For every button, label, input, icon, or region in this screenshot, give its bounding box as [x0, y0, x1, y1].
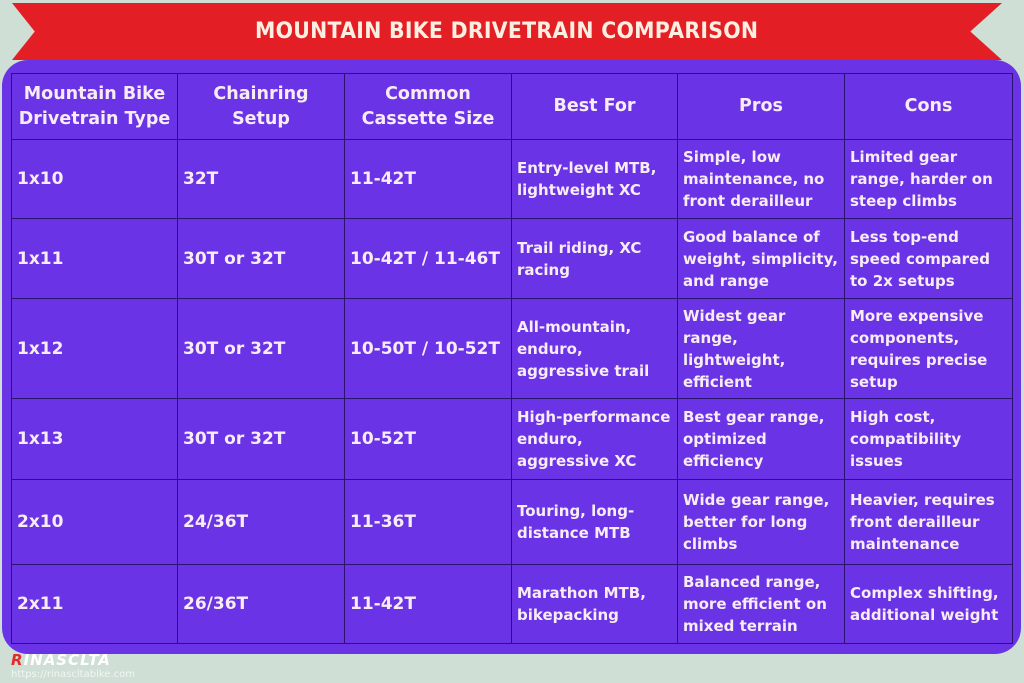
cell-cons: Complex shifting, additional weight: [844, 564, 1013, 644]
cell-cons: More expensive components, requires prec…: [844, 298, 1013, 399]
comparison-table: Mountain Bike Drivetrain Type Chainring …: [11, 73, 1013, 644]
cell-pros: Simple, low maintenance, no front derail…: [677, 139, 845, 219]
cell-pros: Wide gear range, better for long climbs: [677, 479, 845, 565]
cell-type: 1x13: [11, 398, 178, 480]
column-header-best-for: Best For: [511, 73, 678, 140]
table-row: 1x11 30T or 32T 10-42T / 11-46T Trail ri…: [11, 218, 1013, 299]
cell-cassette: 10-50T / 10-52T: [344, 298, 512, 399]
table-row: 1x12 30T or 32T 10-50T / 10-52T All-moun…: [11, 298, 1013, 399]
cell-best-for: Touring, long-distance MTB: [511, 479, 678, 565]
cell-cons: Heavier, requires front derailleur maint…: [844, 479, 1013, 565]
cell-pros: Balanced range, more efficient on mixed …: [677, 564, 845, 644]
column-header-cassette: Common Cassette Size: [344, 73, 512, 140]
cell-cassette: 11-42T: [344, 139, 512, 219]
column-header-cons: Cons: [844, 73, 1013, 140]
cell-chainring: 30T or 32T: [177, 298, 345, 399]
brand-logo: RINASCLTA: [11, 652, 135, 668]
cell-best-for: Entry-level MTB, lightweight XC: [511, 139, 678, 219]
page-title: MOUNTAIN BIKE DRIVETRAIN COMPARISON: [255, 19, 759, 44]
cell-pros: Widest gear range, lightweight, efficien…: [677, 298, 845, 399]
table-row: 1x13 30T or 32T 10-52T High-performance …: [11, 398, 1013, 480]
logo-initial: R: [11, 651, 24, 669]
column-header-type: Mountain Bike Drivetrain Type: [11, 73, 178, 140]
cell-cons: Limited gear range, harder on steep clim…: [844, 139, 1013, 219]
cell-pros: Good balance of weight, simplicity, and …: [677, 218, 845, 299]
cell-chainring: 30T or 32T: [177, 218, 345, 299]
cell-chainring: 32T: [177, 139, 345, 219]
cell-chainring: 30T or 32T: [177, 398, 345, 480]
cell-type: 2x10: [11, 479, 178, 565]
column-header-chainring: Chainring Setup: [177, 73, 345, 140]
cell-best-for: Marathon MTB, bikepacking: [511, 564, 678, 644]
logo-rest: INASCLTA: [23, 651, 111, 669]
cell-type: 1x10: [11, 139, 178, 219]
header-row: Mountain Bike Drivetrain Type Chainring …: [11, 73, 1013, 140]
cell-cassette: 10-42T / 11-46T: [344, 218, 512, 299]
cell-cassette: 11-42T: [344, 564, 512, 644]
cell-cons: Less top-end speed compared to 2x setups: [844, 218, 1013, 299]
cell-type: 1x11: [11, 218, 178, 299]
cell-chainring: 24/36T: [177, 479, 345, 565]
cell-type: 2x11: [11, 564, 178, 644]
cell-best-for: Trail riding, XC racing: [511, 218, 678, 299]
table-row: 1x10 32T 11-42T Entry-level MTB, lightwe…: [11, 139, 1013, 219]
cell-type: 1x12: [11, 298, 178, 399]
table-row: 2x10 24/36T 11-36T Touring, long-distanc…: [11, 479, 1013, 565]
cell-best-for: All-mountain, enduro, aggressive trail: [511, 298, 678, 399]
table-row: 2x11 26/36T 11-42T Marathon MTB, bikepac…: [11, 564, 1013, 644]
cell-best-for: High-performance enduro, aggressive XC: [511, 398, 678, 480]
column-header-pros: Pros: [677, 73, 845, 140]
cell-chainring: 26/36T: [177, 564, 345, 644]
watermark: RINASCLTA https://rinascltabike.com: [11, 652, 135, 681]
cell-cassette: 11-36T: [344, 479, 512, 565]
cell-cassette: 10-52T: [344, 398, 512, 480]
brand-url: https://rinascltabike.com: [11, 669, 135, 680]
cell-pros: Best gear range, optimized efficiency: [677, 398, 845, 480]
cell-cons: High cost, compatibility issues: [844, 398, 1013, 480]
title-banner: MOUNTAIN BIKE DRIVETRAIN COMPARISON: [12, 3, 1002, 60]
